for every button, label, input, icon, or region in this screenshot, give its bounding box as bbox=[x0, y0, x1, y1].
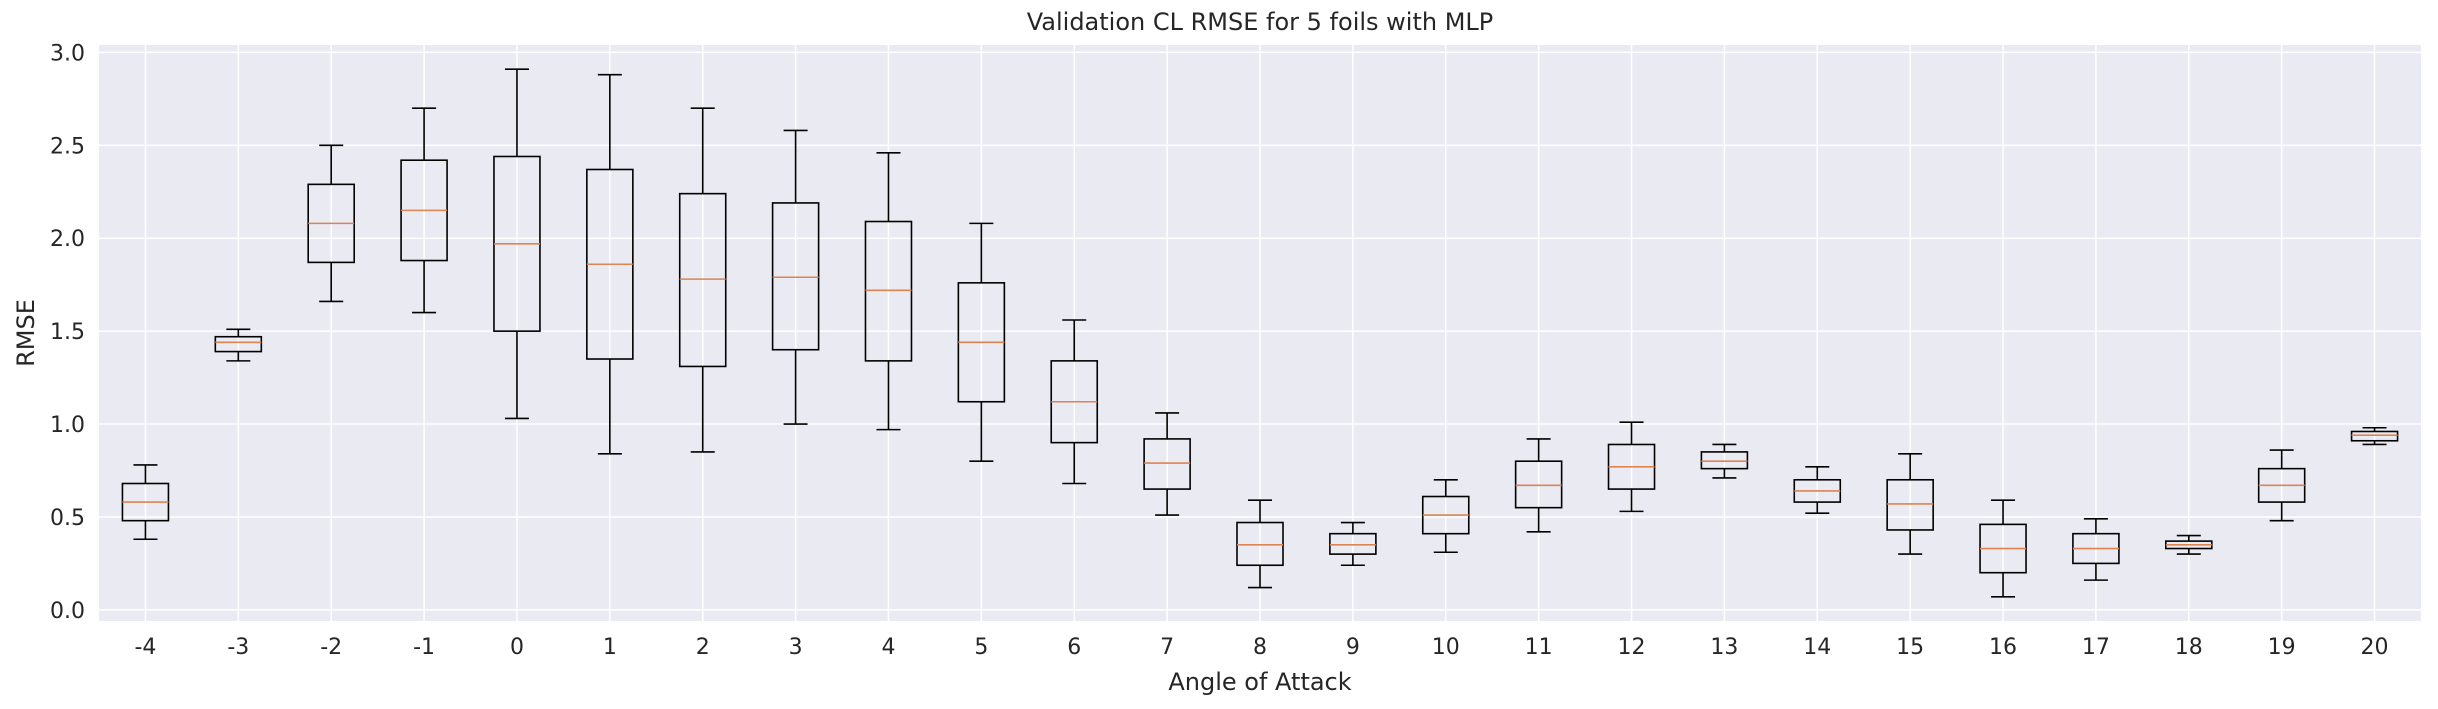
box-body bbox=[1886, 478, 1934, 531]
box-body bbox=[678, 192, 727, 368]
box-body bbox=[214, 335, 263, 353]
y-tick-label: 0.0 bbox=[50, 599, 85, 624]
box--1 bbox=[400, 107, 448, 314]
y-axis-label: RMSE bbox=[12, 299, 40, 367]
box-6 bbox=[1050, 319, 1099, 485]
box--3 bbox=[214, 328, 263, 362]
x-tick-label: 2 bbox=[696, 635, 710, 660]
box-2 bbox=[678, 107, 727, 453]
y-tick-label: 3.0 bbox=[50, 41, 85, 66]
box-15 bbox=[1886, 452, 1934, 555]
x-tick-labels: -4 -3 -2 -1 0 1 2 3 4 5 6 7 8 9 10 11 12 13 14 15 16 17 18 19 20 bbox=[134, 635, 2388, 660]
box-3 bbox=[771, 129, 820, 425]
x-tick-label: 5 bbox=[974, 635, 988, 660]
x-tick-label: 13 bbox=[1710, 635, 1738, 660]
box-16 bbox=[1979, 499, 2027, 598]
box-1 bbox=[586, 73, 634, 455]
box-body bbox=[1700, 451, 1749, 470]
box-body bbox=[864, 220, 913, 362]
x-tick-label: 14 bbox=[1803, 635, 1831, 660]
box-8 bbox=[1236, 499, 1284, 589]
box-body bbox=[1514, 460, 1563, 509]
x-tick-label: 8 bbox=[1253, 635, 1267, 660]
y-tick-labels: 0.0 0.5 1.0 1.5 2.0 2.5 3.0 bbox=[50, 41, 85, 623]
box-9 bbox=[1329, 521, 1377, 567]
y-tick-label: 2.0 bbox=[50, 227, 85, 252]
box-20 bbox=[2350, 426, 2399, 446]
x-tick-label: 6 bbox=[1067, 635, 1081, 660]
box-4 bbox=[864, 151, 913, 431]
box-19 bbox=[2257, 449, 2306, 522]
x-tick-label: 10 bbox=[1432, 635, 1460, 660]
box-11 bbox=[1514, 438, 1563, 533]
y-tick-label: 2.5 bbox=[50, 134, 85, 159]
box-18 bbox=[2165, 534, 2213, 555]
y-tick-label: 1.0 bbox=[50, 413, 85, 438]
box--4 bbox=[121, 464, 170, 541]
x-tick-label: 3 bbox=[789, 635, 803, 660]
box-7 bbox=[1143, 412, 1191, 516]
x-tick-label: 11 bbox=[1525, 635, 1553, 660]
x-axis-label: Angle of Attack bbox=[1168, 668, 1351, 696]
box-body bbox=[771, 202, 820, 351]
box-body bbox=[1236, 521, 1284, 567]
x-tick-label: -1 bbox=[413, 635, 435, 660]
boxes bbox=[121, 68, 2399, 598]
box-17 bbox=[2072, 518, 2120, 581]
x-tick-label: 17 bbox=[2082, 635, 2110, 660]
y-tick-label: 1.5 bbox=[50, 320, 85, 345]
x-tick-label: 4 bbox=[881, 635, 895, 660]
x-tick-label: 16 bbox=[1989, 635, 2017, 660]
box-14 bbox=[1793, 465, 1842, 515]
box-10 bbox=[1421, 478, 1470, 554]
chart-title: Validation CL RMSE for 5 foils with MLP bbox=[1027, 8, 1494, 36]
x-tick-label: 9 bbox=[1346, 635, 1360, 660]
x-tick-label: 18 bbox=[2175, 635, 2203, 660]
x-tick-label: -3 bbox=[227, 635, 249, 660]
x-tick-label: 20 bbox=[2361, 635, 2389, 660]
x-tick-label: 0 bbox=[510, 635, 524, 660]
y-tick-label: 0.5 bbox=[50, 506, 85, 531]
box-5 bbox=[957, 222, 1006, 463]
x-tick-label: -2 bbox=[320, 635, 342, 660]
box-body bbox=[1329, 532, 1377, 555]
x-tick-label: 15 bbox=[1896, 635, 1924, 660]
box-13 bbox=[1700, 443, 1749, 479]
x-tick-label: 7 bbox=[1160, 635, 1174, 660]
box--2 bbox=[307, 144, 356, 303]
x-tick-label: -4 bbox=[134, 635, 156, 660]
x-tick-label: 1 bbox=[603, 635, 617, 660]
x-tick-label: 19 bbox=[2268, 635, 2296, 660]
x-tick-label: 12 bbox=[1618, 635, 1646, 660]
box-12 bbox=[1607, 421, 1656, 513]
box-body bbox=[2350, 430, 2399, 442]
box-0 bbox=[493, 68, 541, 420]
box-body bbox=[1143, 438, 1191, 490]
